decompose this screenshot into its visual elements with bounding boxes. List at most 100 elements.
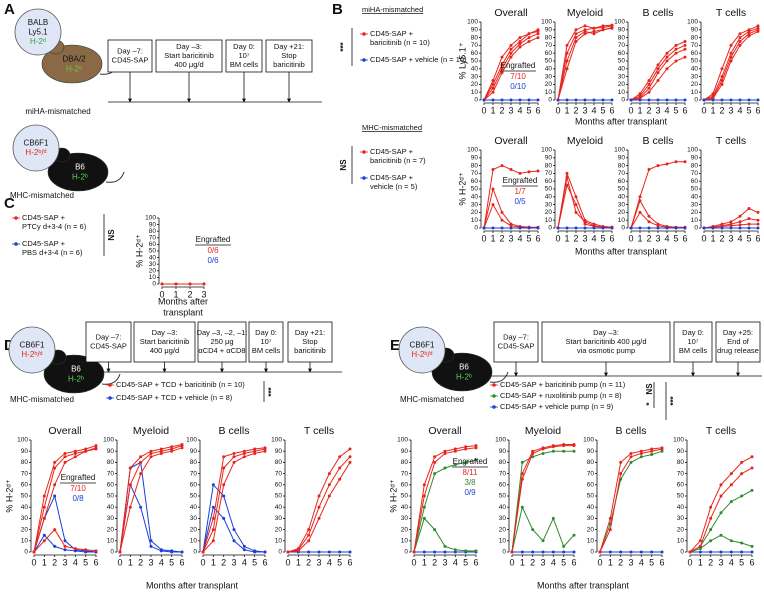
engrafted-value: 8/11 (463, 468, 479, 477)
x-tick-label: 5 (746, 105, 751, 115)
timeline-text: Day –7: (96, 332, 122, 341)
x-tick-label: 3 (231, 557, 236, 567)
y-tick-label: 70 (587, 470, 595, 477)
data-point (639, 451, 643, 455)
legend-dot (362, 58, 366, 62)
data-point (738, 36, 742, 40)
data-point (656, 79, 660, 82)
data-point (711, 98, 715, 102)
y-tick-label: 20 (107, 526, 115, 533)
chart-title: T cells (304, 425, 334, 437)
data-point (527, 170, 531, 174)
x-tick-label: 0 (701, 105, 706, 115)
x-axis-label: Months after transplant (146, 580, 239, 590)
timeline-text: 10⁷ (687, 337, 698, 346)
x-tick-label: 5 (337, 557, 342, 567)
data-point (307, 539, 311, 543)
timeline-text: 10⁷ (238, 51, 249, 60)
chart-title: B cells (643, 7, 674, 19)
mouse-label: CB6F1 (410, 341, 435, 350)
data-point (536, 28, 540, 32)
data-point (139, 472, 143, 476)
y-tick-label: 50 (545, 58, 553, 65)
data-point (443, 550, 447, 554)
data-point (629, 226, 633, 230)
y-tick-label: 40 (691, 66, 699, 73)
x-tick-label: 3 (201, 289, 206, 299)
data-point (327, 483, 331, 487)
y-tick-label: 50 (190, 493, 198, 500)
data-point (647, 90, 651, 94)
data-point (118, 550, 122, 554)
data-point (729, 483, 733, 487)
x-tick-label: 6 (571, 557, 576, 567)
y-tick-label: 80 (190, 459, 198, 466)
y-tick-label: 50 (618, 58, 626, 65)
data-point (638, 199, 642, 203)
x-tick-label: 2 (646, 233, 651, 243)
panel-label: C (4, 195, 15, 212)
timeline-text: CD45-SAP (90, 341, 127, 350)
data-point (665, 226, 669, 230)
x-tick-label: 2 (499, 233, 504, 243)
y-tick-label: 30 (107, 515, 115, 522)
data-point (574, 40, 578, 43)
legend-dot (108, 396, 112, 400)
data-point (756, 98, 760, 102)
timeline-text: Start baricitinib 400 μg/d (565, 337, 646, 346)
data-point (338, 455, 342, 459)
significance: *** (267, 386, 276, 396)
x-tick-label: 6 (609, 233, 614, 243)
data-point (747, 222, 751, 226)
x-tick-label: 2 (719, 105, 724, 115)
data-point (42, 539, 46, 543)
x-tick-label: 1 (42, 557, 47, 567)
data-point (647, 226, 651, 230)
legend-dot (362, 176, 366, 180)
data-point (629, 460, 633, 464)
y-tick-label: 70 (499, 470, 507, 477)
x-tick-label: 6 (347, 557, 352, 567)
data-point (491, 226, 495, 230)
y-tick-label: 70 (275, 470, 283, 477)
data-point (263, 447, 267, 451)
x-tick-label: 6 (535, 233, 540, 243)
data-point (647, 214, 651, 218)
caption: MHC-mismatched (400, 395, 464, 404)
data-point (610, 226, 614, 230)
y-tick-label: 40 (618, 194, 626, 201)
data-point (170, 449, 174, 453)
timeline-text: Day –7: (117, 46, 143, 55)
data-point (709, 550, 713, 554)
data-point (422, 516, 426, 520)
data-point (756, 24, 760, 28)
data-point (443, 466, 447, 470)
y-axis-label: % H-2ᵈ⁺ (457, 172, 467, 205)
data-point (222, 516, 226, 520)
timeline-box (541, 321, 671, 363)
mouse-label: B6 (459, 363, 469, 372)
data-point (510, 550, 514, 554)
y-tick-label: 30 (21, 515, 29, 522)
timeline-text: Day +21: (295, 328, 325, 337)
y-tick-label: 60 (691, 178, 699, 185)
data-point (647, 86, 651, 90)
timeline-text: Day –3: (152, 328, 178, 337)
data-point (572, 449, 576, 453)
data-point (139, 505, 143, 509)
y-tick-label: 50 (149, 248, 157, 255)
data-point (464, 460, 468, 464)
x-tick-label: 0 (597, 557, 602, 567)
y-tick-label: 50 (401, 493, 409, 500)
data-point (583, 29, 587, 33)
data-point (565, 98, 569, 102)
x-tick-label: 4 (737, 105, 742, 115)
timeline-text: via osmotic pump (577, 346, 635, 355)
data-point (453, 463, 457, 467)
data-point (638, 210, 642, 214)
data-point (719, 494, 723, 498)
data-point (740, 460, 744, 464)
data-point (443, 544, 447, 548)
data-point (128, 505, 132, 509)
y-tick-label: 50 (275, 493, 283, 500)
